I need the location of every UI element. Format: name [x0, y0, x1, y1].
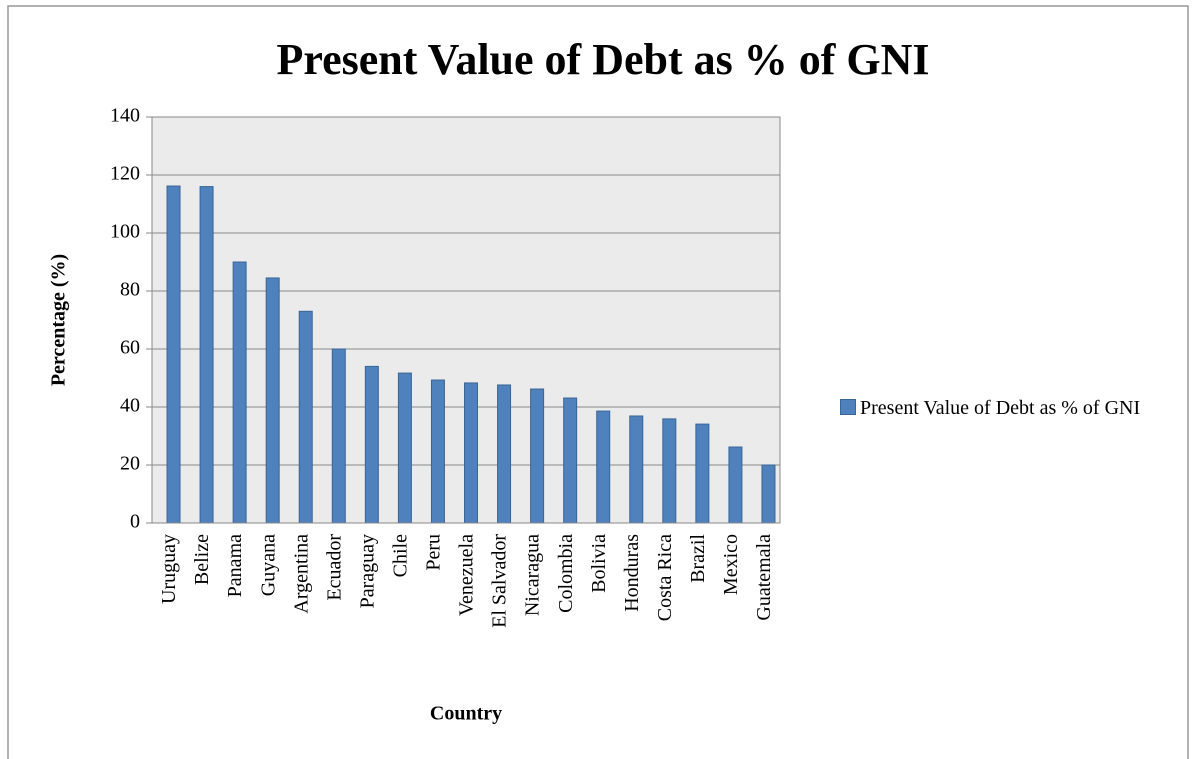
- x-tick-label: Paraguay: [356, 534, 378, 608]
- bar: [761, 464, 776, 524]
- y-tick-label: 120: [110, 163, 140, 185]
- x-tick-label: Belize: [191, 534, 213, 585]
- x-tick-label: El Salvador: [489, 534, 511, 628]
- bar: [199, 186, 214, 524]
- bar: [464, 382, 478, 524]
- x-tick-label: Bolivia: [588, 534, 610, 593]
- x-tick-label: Peru: [423, 534, 445, 571]
- bar: [695, 423, 710, 524]
- y-tick-label: 140: [110, 105, 140, 127]
- x-tick-label: Costa Rica: [654, 534, 676, 621]
- x-tick-label: Chile: [389, 534, 411, 577]
- x-tick-label: Honduras: [621, 534, 643, 612]
- bar: [728, 446, 743, 524]
- x-tick-label: Guyana: [257, 534, 279, 596]
- chart-title: Present Value of Debt as % of GNI: [276, 35, 929, 84]
- bar: [497, 384, 512, 524]
- bar: [662, 418, 677, 524]
- y-tick-label: 40: [120, 395, 140, 417]
- x-tick-label: Argentina: [290, 534, 312, 614]
- x-axis-title: Country: [430, 703, 502, 725]
- bar: [232, 261, 247, 524]
- y-tick-label: 80: [120, 279, 140, 301]
- bar: [629, 415, 644, 524]
- chart-border: [7, 5, 1189, 759]
- bar: [298, 310, 313, 524]
- y-axis-title: Percentage (%): [48, 254, 70, 386]
- x-tick-label: Brazil: [687, 534, 709, 583]
- x-tick-label: Venezuela: [456, 534, 478, 616]
- legend: Present Value of Debt as % of GNI: [840, 394, 1180, 422]
- bar: [166, 185, 181, 524]
- bar: [397, 372, 412, 524]
- x-tick-label: Guatemala: [753, 534, 775, 621]
- legend-label: Present Value of Debt as % of GNI: [860, 397, 1141, 419]
- y-tick-label: 100: [110, 221, 140, 243]
- y-tick-label: 0: [130, 511, 140, 533]
- bar: [430, 379, 445, 524]
- x-tick-label: Nicaragua: [522, 534, 544, 616]
- x-tick-label: Uruguay: [158, 534, 180, 604]
- bar: [265, 277, 280, 524]
- bar: [364, 365, 379, 524]
- x-tick-label: Colombia: [555, 534, 577, 613]
- x-tick-label: Ecuador: [323, 534, 345, 601]
- bar: [596, 410, 611, 524]
- bar: [563, 397, 578, 524]
- x-tick-label: Mexico: [720, 534, 742, 595]
- y-tick-label: 20: [120, 453, 140, 475]
- x-tick-label: Panama: [224, 534, 246, 597]
- bar: [331, 348, 346, 524]
- bar: [530, 388, 545, 524]
- y-tick-label: 60: [120, 337, 140, 359]
- legend-swatch: [840, 399, 856, 415]
